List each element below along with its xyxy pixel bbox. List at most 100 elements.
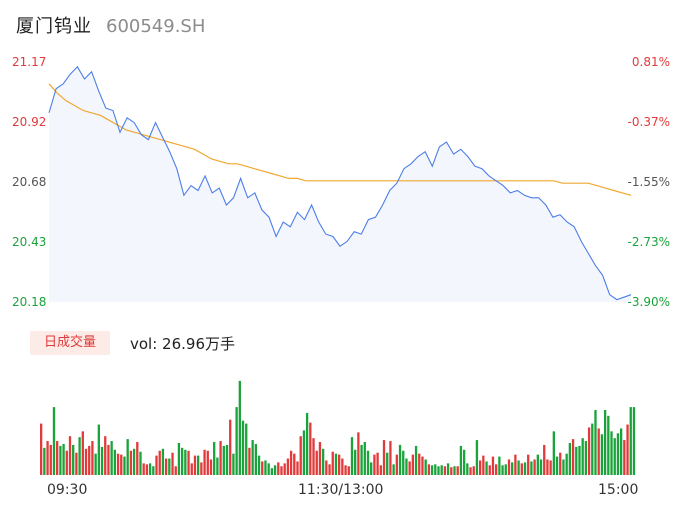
y-tick-label: 20.43 [12,235,47,249]
volume-bar [43,447,46,475]
volume-bar [357,432,360,475]
volume-bar [527,454,530,475]
volume-bar [607,415,610,475]
volume-bar [81,431,84,475]
volume-bar [440,465,443,475]
volume-bar [245,423,248,475]
volume-bar [261,461,264,475]
volume-bar [65,450,68,475]
volume-bar [177,442,181,475]
volume-bar [312,438,315,475]
volume-bar [232,453,235,475]
volume-bar [495,464,498,475]
volume-bar [405,458,408,475]
volume-bar [565,453,568,475]
volume-bar [543,444,546,475]
volume-bar [264,460,267,475]
volume-bar [603,410,607,475]
volume-bar [78,437,81,475]
volume-bar [424,459,427,475]
volume-bar [536,454,539,475]
volume-bar [318,442,322,475]
volume-bar [283,463,286,475]
volume-bar [68,436,72,475]
volume-bar [52,407,56,475]
volume-bar [113,449,117,475]
volume-bar [389,441,392,475]
volume-bar [373,454,376,475]
volume-bar [193,455,197,475]
volume-bar [488,465,491,475]
stock-name: 厦门钨业 [16,16,92,37]
volume-bar [421,456,424,475]
volume-bar [206,450,209,475]
volume-bar [187,450,190,475]
volume-bar [450,467,453,475]
volume-bar [72,444,75,475]
volume-bar [213,442,216,475]
volume-bar [562,459,565,475]
volume-bar [225,444,229,475]
volume-bar [100,446,104,475]
volume-bar [504,464,507,475]
volume-bar [363,442,366,475]
volume-bar [273,465,277,475]
pct-tick-label: 0.81% [631,55,670,69]
volume-bar [632,407,636,475]
volume-bar [216,457,219,475]
volume-bar [315,450,318,475]
volume-bar [248,447,251,475]
volume-bar [152,466,155,475]
volume-bar [597,428,600,475]
volume-bar [485,461,488,475]
volume-bar [469,467,472,475]
volume-bar [520,463,523,475]
volume-bar [197,455,200,475]
price-area [49,66,631,302]
volume-bar [305,412,309,475]
pct-tick-label: -2.73% [627,235,670,249]
volume-bar [62,443,65,475]
volume-bar [120,454,123,475]
volume-bar [286,458,290,475]
volume-bar [395,454,398,475]
volume-bar [482,455,485,475]
volume-bar [507,459,511,475]
volume-bar [309,422,312,475]
volume-bar [587,427,591,475]
volume-bar [430,465,434,475]
volume-bar [254,443,257,475]
volume-bar [139,451,142,475]
volume-bar [539,459,543,475]
volume-bar [171,452,174,475]
volume-bar [142,463,145,475]
volume-bar [222,445,225,475]
volume-bar [382,440,386,475]
volume-bar [379,465,382,475]
volume-bar [40,423,43,475]
volume-bar [552,431,555,475]
volume-bar [129,450,133,475]
volume-bar [350,437,354,475]
volume-bar [88,445,91,475]
volume-bar [559,452,562,475]
volume-bar [277,462,280,475]
volume-bar [478,460,482,475]
volume-bar [610,431,613,475]
volume-bar [136,442,139,475]
volume-tag[interactable]: 日成交量 [30,331,110,355]
volume-bar [427,464,431,475]
volume-bar [408,461,411,475]
volume-bar [616,433,620,475]
volume-bar [155,455,158,475]
volume-bar [235,407,238,475]
volume-bar [164,458,168,475]
volume-bar [180,447,184,475]
volume-bar [293,453,296,475]
volume-bar [203,449,206,475]
volume-bar [411,454,415,475]
volume-bar [514,454,517,475]
volume-bar [289,450,293,475]
volume-bar [402,450,405,475]
